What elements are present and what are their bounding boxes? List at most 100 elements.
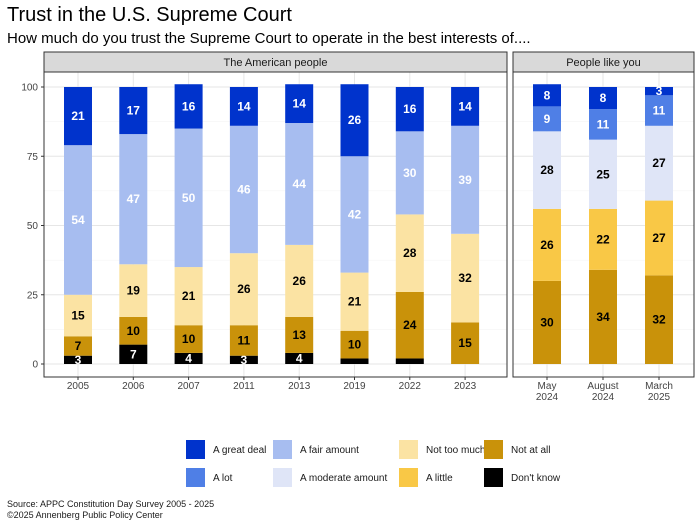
bar-segment-don-t-know	[395, 358, 424, 364]
bar-segment-a-fair-amount	[174, 128, 203, 268]
data-label-a-fair-amount: 50	[182, 191, 196, 205]
data-label-a-great-deal: 16	[182, 99, 196, 113]
bar-segment-a-moderate-amount	[533, 131, 561, 209]
data-label-not-too-much: 15	[71, 309, 85, 323]
data-label-a-fair-amount: 42	[348, 207, 362, 221]
panel-the-american-people: The American people371554217101947174102…	[21, 51, 508, 392]
bar-segment-not-too-much	[451, 233, 480, 323]
data-label-a-great-deal: 14	[458, 99, 472, 113]
x-tick-label: 2006	[122, 381, 145, 392]
data-label-not-too-much: 21	[348, 295, 362, 309]
legend-item-a-fair-amount: A fair amount	[273, 440, 359, 459]
bar-stack-2006: 7 10 19 47 17	[119, 87, 148, 364]
legend-item-a-moderate-amount: A moderate amount	[273, 468, 387, 487]
x-tick-label: 2011	[233, 381, 255, 392]
legend-swatch	[273, 468, 292, 487]
bar-segment-a-moderate-amount	[645, 125, 673, 201]
bar-segment-a-lot	[645, 95, 673, 126]
y-tick-label: 50	[27, 221, 39, 232]
bar-stack-2022: 24 28 30 16	[395, 87, 424, 364]
bar-segment-a-fair-amount	[119, 134, 148, 265]
bar-segment-don-t-know	[64, 355, 92, 364]
bar-segment-not-at-all	[174, 325, 203, 353]
legend-label: Not at all	[511, 445, 550, 456]
data-label-not-too-much: 21	[182, 289, 196, 303]
legend-item-a-little: A little	[399, 468, 453, 487]
x-tick-label: May	[538, 381, 557, 392]
data-label-not-too-much: 26	[237, 282, 251, 296]
bar-segment-not-too-much	[64, 294, 92, 337]
legend-item-a-lot: A lot	[186, 468, 233, 487]
data-label-a-lot: 9	[544, 112, 551, 126]
data-label-a-lot: 11	[597, 117, 610, 131]
bar-segment-a-little	[589, 208, 617, 270]
data-label-not-too-much: 26	[293, 274, 307, 288]
bar-segment-a-great-deal	[119, 87, 148, 135]
bar-segment-not-at-all	[451, 322, 480, 364]
bar-stack-may-2024: 30 26 28 9 8	[533, 84, 561, 364]
bar-segment-a-fair-amount	[229, 125, 258, 254]
bar-segment-a-little	[645, 200, 673, 276]
bar-stack-march-2025: 32 27 27 11 3	[645, 84, 673, 364]
legend-swatch	[186, 440, 205, 459]
bar-segment-not-at-all	[395, 291, 424, 359]
bar-segment-a-fair-amount	[64, 145, 92, 295]
bar-segment-a-fair-amount	[451, 125, 480, 234]
data-label-not-at-all: 7	[75, 339, 82, 353]
chart-legend: A great deal A fair amount Not too much Not…	[186, 440, 561, 487]
data-label-not-at-all: 11	[238, 333, 251, 347]
legend-item-a-great-deal: A great deal	[186, 440, 266, 459]
data-label-not-at-all: 10	[348, 338, 362, 352]
bar-segment-a-fair-amount	[340, 156, 369, 273]
bar-segment-a-great-deal	[533, 84, 561, 107]
data-label-a-fair-amount: 44	[293, 177, 307, 191]
data-label-not-at-all: 10	[182, 332, 196, 346]
x-tick-label: 2023	[454, 381, 477, 392]
bar-segment-a-lot	[533, 106, 561, 132]
bar-segment-not-too-much	[174, 267, 203, 326]
chart-title: Trust in the U.S. Supreme Court	[7, 4, 292, 26]
bar-segment-a-lot	[589, 109, 617, 140]
data-label-not-at-all: 13	[293, 328, 307, 342]
data-label-a-great-deal: 14	[237, 99, 251, 113]
x-tick-label: 2013	[288, 381, 311, 392]
data-label-a-fair-amount: 30	[403, 166, 417, 180]
x-tick-label: 2025	[648, 392, 671, 403]
legend-swatch	[273, 440, 292, 459]
bar-stack-2011: 3 11 26 46 14	[229, 87, 258, 367]
data-label-don-t-know: 3	[241, 353, 248, 367]
bar-segment-a-great-deal	[64, 87, 92, 146]
bar-segment-not-at-all	[645, 275, 673, 364]
legend-label: A lot	[213, 473, 233, 484]
bar-stack-august-2024: 34 22 25 11 8	[589, 87, 617, 364]
legend-label: A great deal	[213, 445, 266, 456]
bar-segment-not-at-all	[589, 269, 617, 364]
legend-item-not-at-all: Not at all	[484, 440, 550, 459]
legend-label: A moderate amount	[300, 473, 387, 484]
bar-segment-not-at-all	[533, 280, 561, 364]
bar-segment-a-fair-amount	[285, 123, 314, 245]
y-tick-label: 75	[27, 152, 39, 163]
data-label-a-moderate-amount: 27	[652, 156, 666, 170]
data-label-not-at-all: 32	[652, 313, 666, 327]
legend-swatch	[399, 440, 418, 459]
panel-people-like-you: People like you 30 26 28 9 8 34 22 25 11 8 32 27 27 11…	[512, 51, 695, 403]
data-label-not-too-much: 32	[458, 271, 472, 285]
data-label-a-great-deal: 17	[127, 104, 141, 118]
bar-segment-a-little	[533, 208, 561, 281]
y-tick-label: 100	[21, 83, 38, 94]
bar-segment-not-too-much	[340, 272, 369, 331]
data-label-don-t-know: 7	[130, 347, 137, 361]
data-label-a-great-deal: 16	[403, 102, 417, 116]
panel-strip-label: People like you	[566, 57, 641, 69]
data-label-a-great-deal: 26	[348, 113, 362, 127]
chart-subtitle: How much do you trust the Supreme Court …	[7, 30, 531, 47]
data-label-a-fair-amount: 39	[458, 173, 472, 187]
y-tick-label: 25	[27, 290, 39, 301]
legend-swatch	[399, 468, 418, 487]
x-tick-label: August	[587, 381, 618, 392]
panel-strip-label: The American people	[224, 57, 328, 69]
data-label-don-t-know: 4	[185, 351, 192, 365]
data-label-a-little: 22	[596, 232, 610, 246]
legend-label: A fair amount	[300, 445, 359, 456]
